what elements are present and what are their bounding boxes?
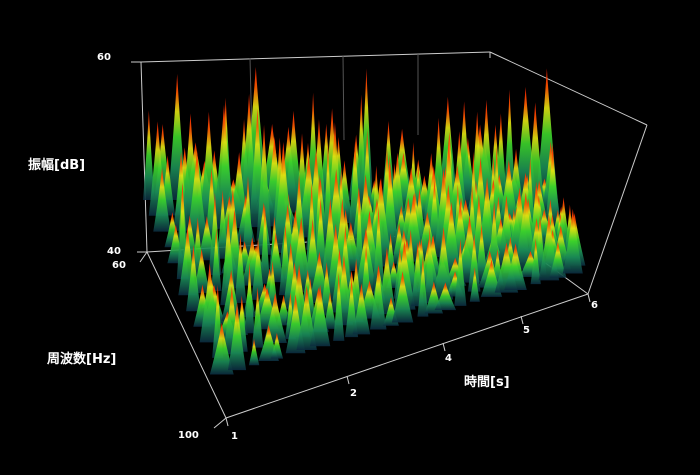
z-tick-40: 40 [107,246,121,257]
surface-peak [270,332,284,359]
surface-peak [377,247,396,315]
surface-peak [251,287,264,348]
surface-peak [497,159,521,231]
surface-peak [352,283,371,335]
box-edge-left-vertical [140,61,148,253]
surface-peak [369,177,393,267]
x-tick-mark-2 [346,375,350,385]
surface-peak [433,226,454,300]
surface-peak [530,238,541,285]
surface-peak [256,124,272,241]
surface-peak [549,241,567,278]
box-edge-top-right [489,51,648,126]
surface-peak [186,150,208,246]
surface-row [209,208,583,375]
x-tick-1: 1 [231,431,238,442]
surface-peak [391,271,414,323]
surface-peak [333,272,345,341]
y-tick-60: 60 [112,260,126,271]
surface-peak [372,206,385,292]
z-axis-title: 振幅[dB] [28,158,86,173]
surface-peak [251,237,265,300]
surface-peak [242,175,254,257]
x-axis-title: 時間[s] [464,375,510,390]
surface-peak [248,338,260,366]
surface-peak [217,189,229,259]
surface-peak [209,322,234,375]
surface-peak [434,282,457,311]
surface-peak [345,278,359,338]
surface-peak [424,227,435,304]
surface-peak [186,244,201,312]
surface [143,67,586,375]
surface-peak [469,267,480,302]
surface-peak [267,232,285,283]
surface-peak [244,262,255,334]
box-edge-front-right-vertical [587,124,648,295]
axis-ticks [131,61,591,429]
x-tick-2: 2 [350,388,357,399]
surface-peak [153,168,171,232]
surface-peak [234,233,247,304]
z-tick-60: 60 [97,52,111,63]
surface-peak [259,204,271,284]
x-tick-6: 6 [591,300,598,311]
surface-peak [562,208,583,274]
surface-peak [544,146,561,227]
surface-peak [143,110,155,200]
surface-peak [370,264,387,330]
surface-peak [309,284,331,347]
axes-box [140,51,648,419]
box-edge-front-floor [225,293,589,419]
surface-peak [296,285,317,351]
y-axis-title: 周波数[Hz] [47,352,117,367]
surface-peak [503,89,516,200]
box-edge-top-back [140,51,491,63]
surface-peak [199,262,220,343]
surface-peak [211,227,222,291]
y-tick-100: 100 [178,430,199,441]
surface-peak [212,104,236,229]
surface-peak [417,255,429,317]
surface-peak [475,224,489,280]
surface-peak [193,248,210,294]
x-tick-4: 4 [445,353,452,364]
surface-peak [323,292,337,329]
surface-peak [454,238,467,306]
x-tick-mark-5 [520,315,524,325]
y-tick-mark-100 [213,417,227,429]
box-edge-left-floor [146,251,227,419]
surface-peak [504,243,527,290]
surface-peak [227,302,247,371]
x-tick-5: 5 [523,325,530,336]
y-tick-mark-60 [139,251,148,263]
surface-peak [467,233,481,292]
x-tick-mark-6 [587,293,591,303]
x-tick-mark-1 [225,417,229,427]
back-grid-line-2 [342,55,345,141]
x-tick-mark-4 [442,342,446,352]
